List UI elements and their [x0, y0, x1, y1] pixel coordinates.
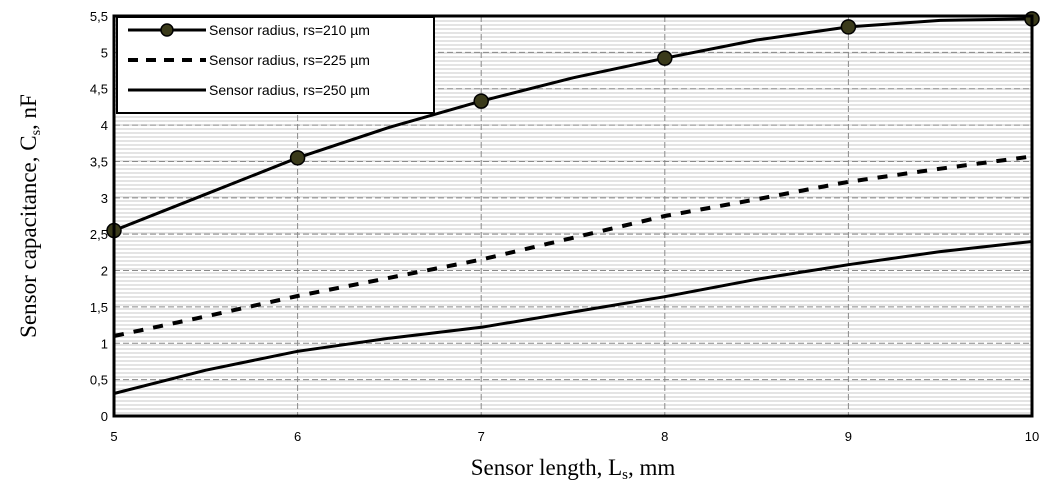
y-tick-label: 4,5 — [90, 82, 108, 97]
series-rs225-line — [113, 154, 1033, 338]
y-tick-label: 0 — [101, 409, 108, 424]
series-rs210-marker — [473, 93, 489, 109]
plot-frame — [112, 14, 1034, 418]
legend-label-rs210: Sensor radius, rs=210 µm — [209, 22, 370, 38]
series-rs210-marker — [657, 50, 673, 66]
x-tick-label: 8 — [661, 429, 668, 444]
y-tick-label: 2 — [101, 264, 108, 279]
series-rs210-marker — [289, 150, 306, 166]
series-rs210-line — [113, 17, 1033, 232]
y-tick-label: 5 — [101, 45, 108, 60]
x-tick-label: 9 — [845, 429, 852, 444]
series-rs210-marker — [840, 19, 857, 35]
x-tick-label: 7 — [478, 429, 485, 444]
legend: Sensor radius, rs=210 µm Sensor radius, … — [116, 16, 435, 114]
y-tick-label: 3 — [101, 191, 108, 206]
legend-label-rs225: Sensor radius, rs=225 µm — [209, 52, 370, 68]
x-tick-label: 6 — [294, 429, 301, 444]
legend-marker-rs210 — [160, 23, 174, 37]
y-tick-label: 1 — [101, 336, 108, 351]
y-axis-title: Sensor capacitance, Cs, nF — [16, 94, 44, 338]
y-tick-label: 5,5 — [90, 9, 108, 24]
y-tick-labels: 0 0,5 1 1,5 2 2,5 3 3,5 4 4,5 5 5,5 — [90, 9, 108, 424]
x-tick-labels: 5 6 7 8 9 10 — [110, 429, 1039, 444]
x-tick-label: 10 — [1025, 429, 1039, 444]
y-tick-label: 3,5 — [90, 154, 108, 169]
series-rs250-line — [113, 240, 1033, 395]
y-tick-label: 0,5 — [90, 373, 108, 388]
x-axis-title: Sensor length, Ls, mm — [471, 455, 676, 483]
y-tick-label: 2,5 — [90, 227, 108, 242]
legend-label-rs250: Sensor radius, rs=250 µm — [209, 82, 370, 98]
y-tick-label: 1,5 — [90, 300, 108, 315]
x-tick-label: 5 — [110, 429, 117, 444]
series-layer — [106, 11, 1040, 395]
y-tick-label: 4 — [101, 118, 108, 133]
